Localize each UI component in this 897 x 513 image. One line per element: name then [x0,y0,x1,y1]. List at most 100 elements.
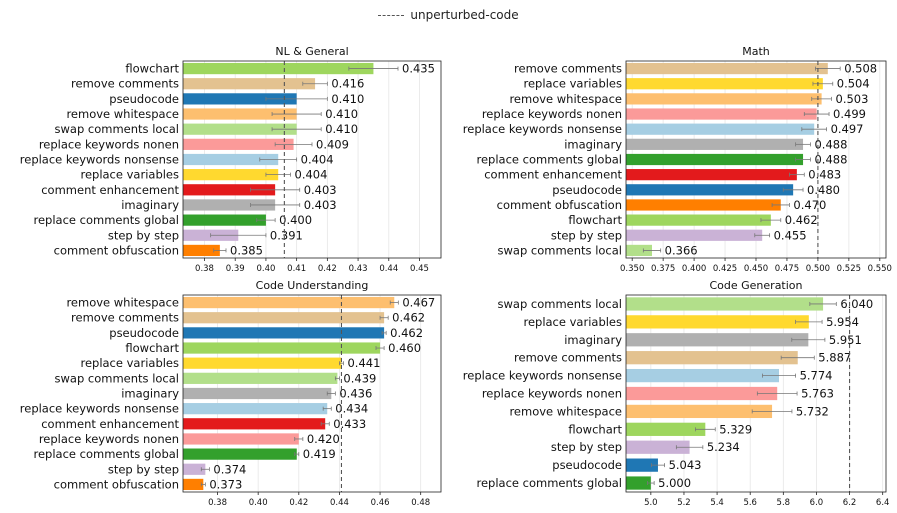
x-tick-label: 0.375 [651,264,675,274]
bar-replace-keywords-nonen [626,386,778,401]
value-label: 0.419 [303,447,336,461]
category-label: swap comments local [55,371,179,385]
x-tick-label: 5.0 [644,498,658,508]
category-label: replace comments global [33,213,179,227]
category-label: flowchart [125,341,179,355]
bar-remove-whitespace [626,404,773,419]
bar-step-by-step [626,229,763,241]
category-label: flowchart [568,213,622,227]
value-label: 0.366 [665,243,698,257]
bar-comment-enhancement [183,184,276,196]
value-label: 0.480 [807,183,840,197]
bar-remove-comments [626,62,828,75]
x-tick-label: 0.475 [775,264,799,274]
value-label: 0.504 [837,77,870,91]
category-label: remove whitespace [509,92,622,106]
bar-comment-obfuscation [183,478,204,491]
bar-replace-variables [183,169,279,181]
x-tick-label: 0.44 [330,498,349,508]
bar-remove-whitespace [183,296,395,309]
value-label: 0.410 [331,92,364,106]
category-label: replace variables [80,356,179,370]
value-label: 0.403 [304,198,337,212]
x-tick-label: 0.41 [287,264,306,274]
x-tick-label: 0.38 [195,264,214,274]
x-tick-label: 0.45 [410,264,429,274]
bar-swap-comments-local [626,244,652,257]
x-tick-label: 0.350 [620,264,644,274]
category-label: remove comments [514,62,622,76]
category-label: replace keywords nonen [39,137,179,151]
value-label: 5.763 [801,387,834,401]
value-label: 0.391 [270,228,303,242]
bar-imaginary [626,333,809,347]
value-label: 5.887 [818,351,851,365]
value-label: 0.488 [814,153,847,167]
category-label: remove comments [71,77,179,91]
x-tick-label: 0.425 [713,264,737,274]
value-label: 5.951 [829,333,862,347]
value-label: 6.040 [840,297,873,311]
value-label: 0.385 [230,243,263,257]
value-label: 5.329 [719,422,752,436]
category-label: swap comments local [55,122,179,136]
chart-panel-code-understanding: Code Understanding 0.467 remove whitespace… [20,279,442,508]
bar-imaginary [626,138,804,150]
value-label: 0.416 [331,77,364,91]
bar-pseudocode [183,93,297,105]
category-label: step by step [108,228,179,242]
value-label: 0.460 [388,341,421,355]
chart-title: NL & General [275,45,348,58]
chart-panel-code-generation: Code Generation 6.040 swap comments local 5… [463,279,890,508]
bar-swap-comments-local [626,297,824,311]
bar-swap-comments-local [183,372,338,384]
category-label: swap comments local [498,243,622,257]
chart-title: Code Generation [709,279,802,292]
value-label: 5.234 [707,440,740,454]
bar-replace-keywords-nonsense [183,153,279,166]
value-label: 0.439 [343,371,376,385]
legend-label: unperturbed-code [410,8,519,22]
x-tick-label: 0.38 [208,498,227,508]
category-label: replace keywords nonsense [463,122,622,136]
value-label: 0.409 [316,137,349,151]
chart-title: Code Understanding [256,279,369,292]
chart-panel-nl-general: NL & General 0.435 flowchart 0.416 remove co… [20,45,442,274]
category-label: flowchart [125,62,179,76]
value-label: 5.732 [796,404,829,418]
category-label: replace keywords nonsense [463,369,622,383]
bar-flowchart [626,422,706,436]
value-label: 0.462 [392,311,425,325]
bar-replace-keywords-nonsense [626,123,815,135]
x-tick-label: 0.43 [349,264,368,274]
bar-replace-comments-global [626,476,651,490]
value-label: 0.499 [833,107,866,121]
value-label: 0.404 [295,168,328,182]
value-label: 0.441 [347,356,380,370]
legend: unperturbed-code [0,8,897,22]
category-label: imaginary [121,198,179,212]
category-label: comment enhancement [41,183,179,197]
bar-comment-obfuscation [626,199,781,211]
value-label: 0.455 [774,228,807,242]
category-label: replace keywords nonen [482,107,622,121]
category-label: remove comments [71,311,179,325]
category-label: replace keywords nonen [39,432,179,446]
category-label: replace keywords nonen [482,387,622,401]
bar-flowchart [183,62,374,75]
x-tick-label: 0.40 [256,264,275,274]
bar-pseudocode [626,184,794,196]
bar-replace-comments-global [183,214,266,226]
value-label: 0.410 [325,122,358,136]
legend-dash-marker [378,15,405,16]
bar-remove-comments [183,78,316,90]
bar-replace-comments-global [183,448,297,460]
value-label: 0.462 [390,326,423,340]
value-label: 5.043 [669,458,702,472]
category-label: replace variables [523,77,622,91]
x-tick-label: 5.4 [710,498,724,508]
category-label: comment enhancement [41,417,179,431]
x-tick-label: 5.8 [777,498,791,508]
category-label: pseudocode [109,92,179,106]
bar-replace-keywords-nonsense [183,403,328,415]
